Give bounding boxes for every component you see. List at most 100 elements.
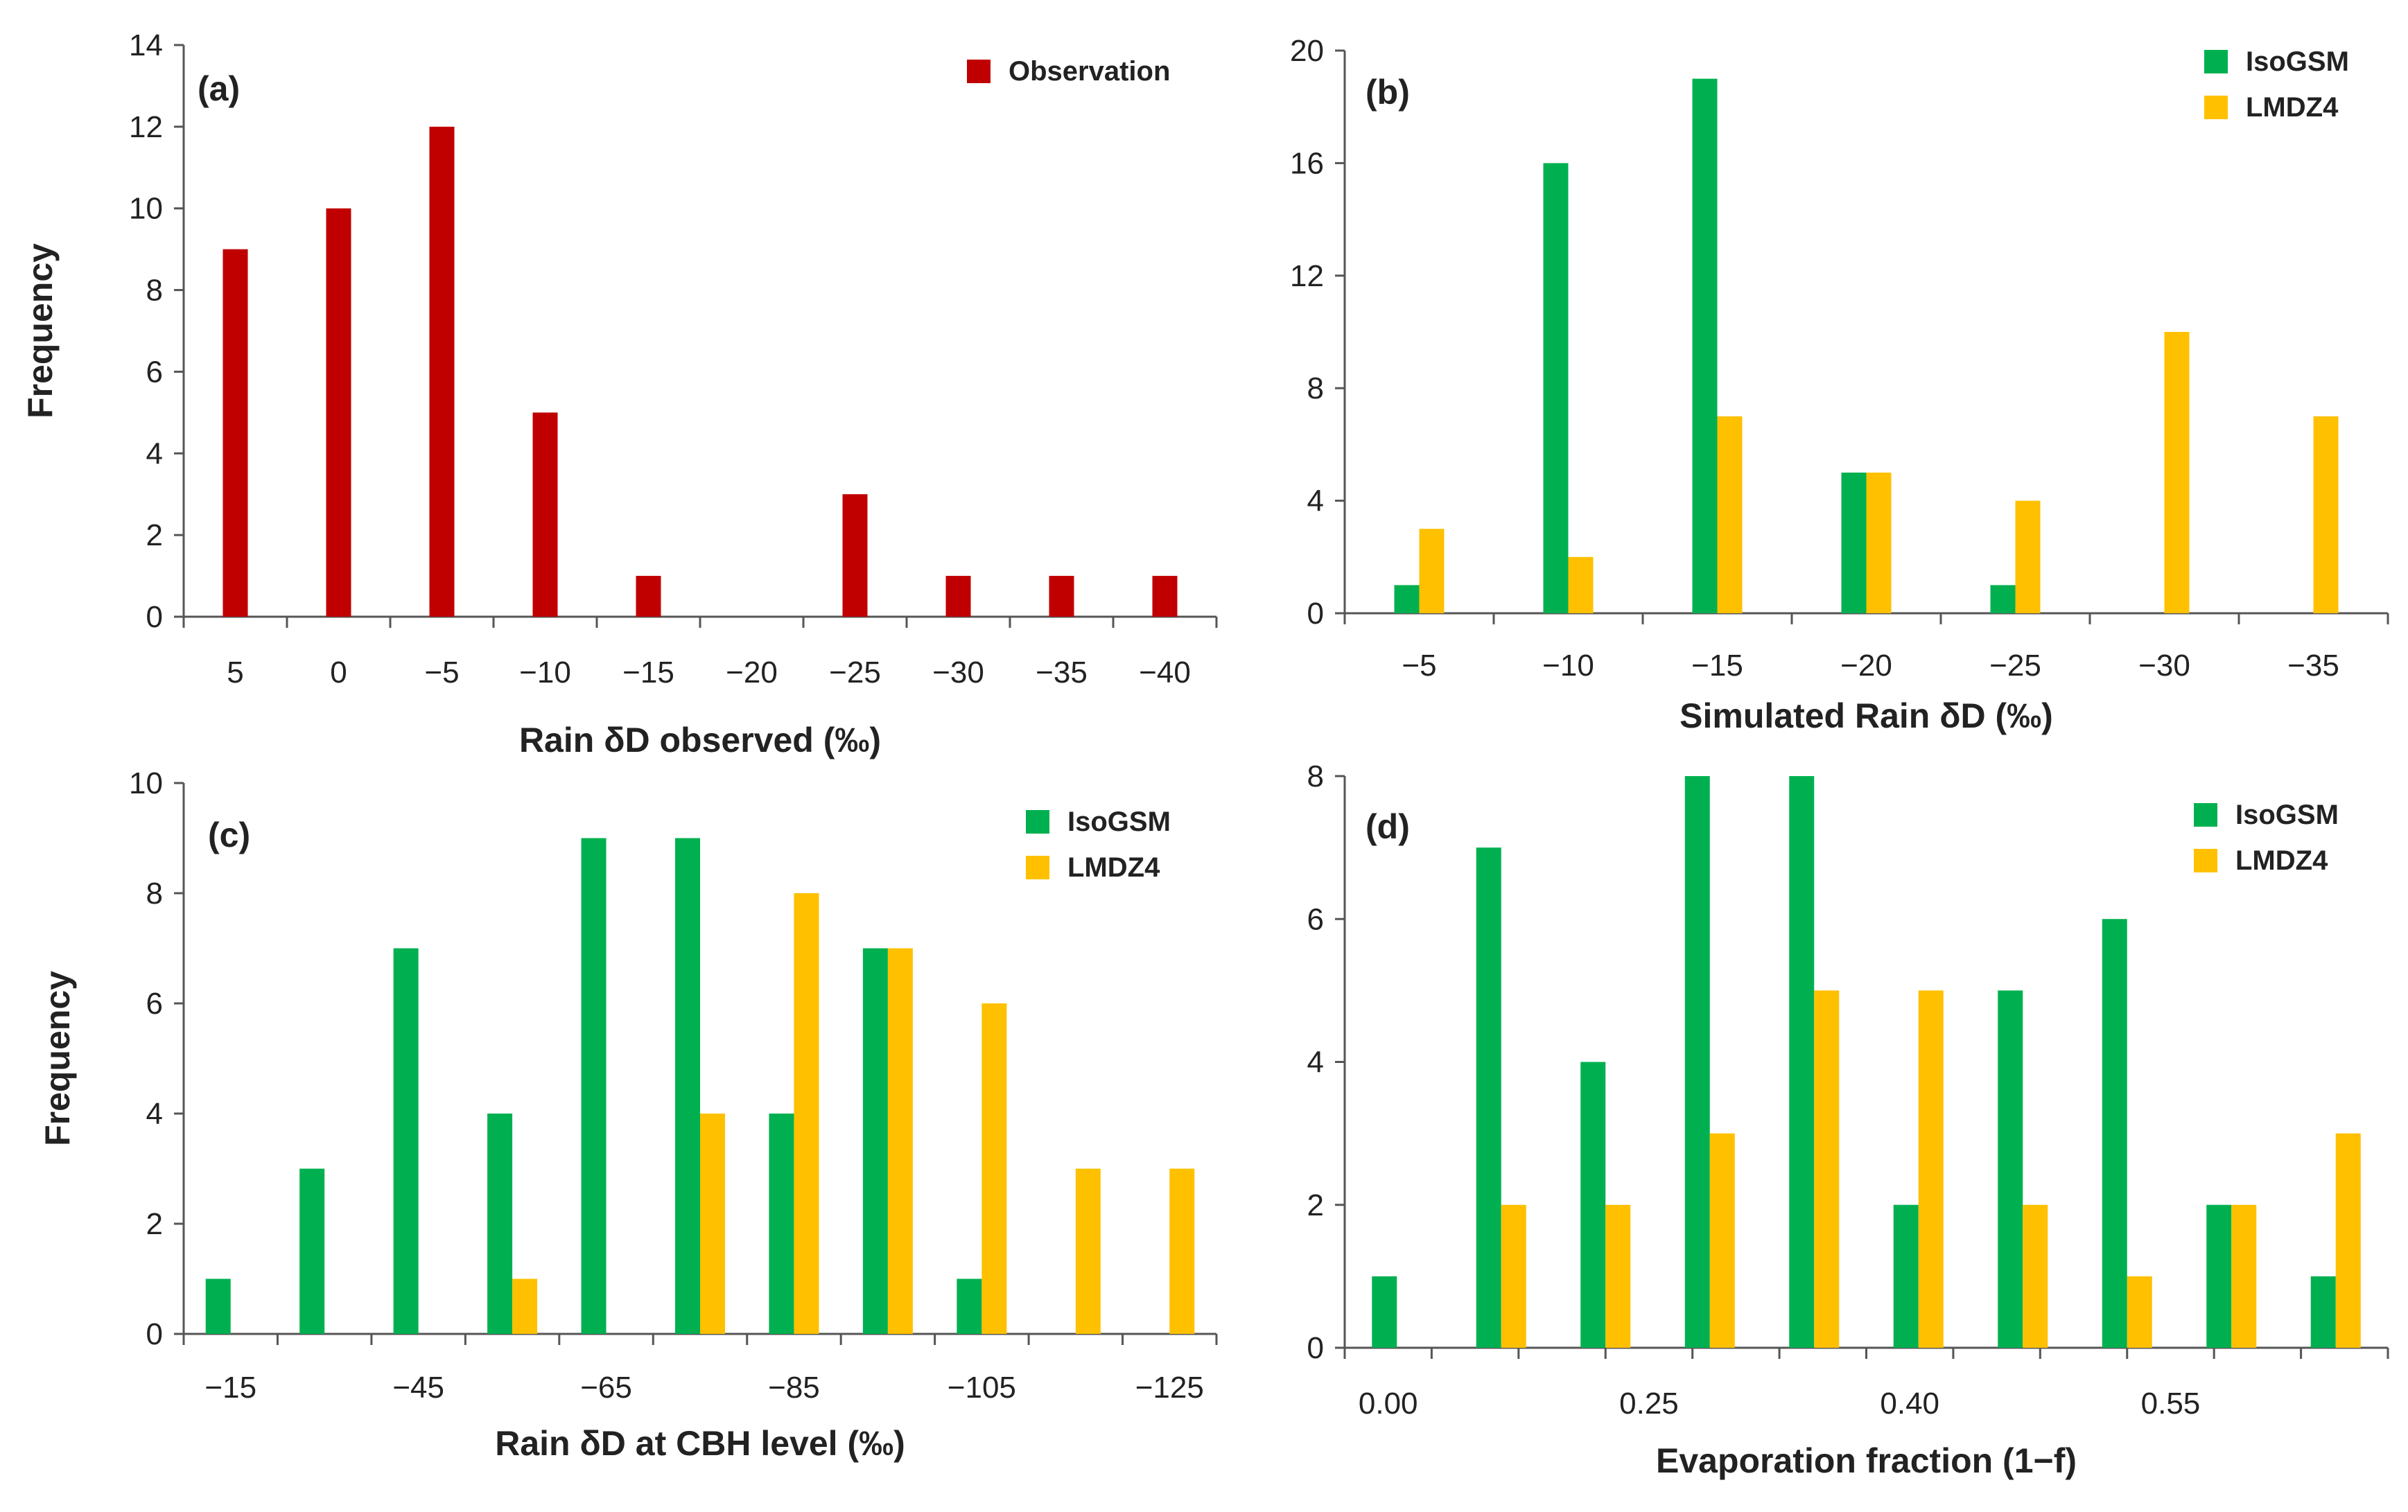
bar-isogsm xyxy=(487,1114,513,1334)
legend-label-lmdz4: LMDZ4 xyxy=(2246,92,2339,123)
bar-isogsm xyxy=(1543,163,1569,613)
x-tick-label: −25 xyxy=(829,656,881,689)
panel-label: (c) xyxy=(208,816,250,854)
bar-isogsm xyxy=(581,838,607,1334)
x-tick-label: 5 xyxy=(227,656,243,689)
bar-observation xyxy=(532,412,558,617)
bar-isogsm xyxy=(862,948,888,1334)
x-tick-label: 0.00 xyxy=(1359,1387,1418,1421)
x-tick-label: −40 xyxy=(1139,656,1191,689)
x-tick-label: −35 xyxy=(1036,656,1088,689)
bar-isogsm xyxy=(1990,585,2016,613)
y-tick-label: 2 xyxy=(146,518,163,552)
bar-lmdz4 xyxy=(1501,1204,1526,1348)
x-tick-label: −10 xyxy=(519,656,571,689)
legend-label-isogsm: IsoGSM xyxy=(2246,46,2349,77)
bar-lmdz4 xyxy=(1709,1133,1735,1348)
x-tick-label: −15 xyxy=(622,656,674,689)
y-tick-label: 16 xyxy=(1290,146,1324,180)
bar-lmdz4 xyxy=(2164,332,2190,613)
x-tick-label: −15 xyxy=(204,1371,256,1405)
legend-label-lmdz4: LMDZ4 xyxy=(2235,845,2328,876)
x-tick-label: −35 xyxy=(2287,649,2339,683)
y-tick-label: 4 xyxy=(146,1097,163,1131)
x-tick-label: −10 xyxy=(1542,649,1594,683)
y-tick-label: 12 xyxy=(1290,259,1324,293)
legend-swatch-lmdz4 xyxy=(2194,849,2217,872)
bar-isogsm xyxy=(1789,776,1815,1348)
bar-lmdz4 xyxy=(1568,556,1594,613)
x-tick-label: −20 xyxy=(726,656,778,689)
x-tick-label: 0.40 xyxy=(1880,1387,1939,1421)
y-tick-label: 6 xyxy=(1307,902,1324,936)
x-tick-label: −15 xyxy=(1691,649,1743,683)
x-tick-label: 0.25 xyxy=(1619,1387,1679,1421)
panel-c: 0 2 4 6 8 10 −15 −45 −65 −85 −105 −125 Rain δD at CB… xyxy=(38,766,1218,1463)
y-tick-label: 0 xyxy=(1307,597,1324,631)
y-axis-title: Frequency xyxy=(21,243,60,419)
bar-observation xyxy=(326,208,351,617)
bar-isogsm xyxy=(1841,473,1867,613)
bar-isogsm xyxy=(1394,585,1420,613)
bar-observation xyxy=(223,249,248,617)
legend-swatch-observation xyxy=(967,60,991,83)
bar-lmdz4 xyxy=(700,1114,725,1334)
y-tick-label: 8 xyxy=(1307,759,1324,793)
y-tick-label: 14 xyxy=(129,28,163,62)
y-tick-label: 0 xyxy=(1307,1331,1324,1365)
x-tick-label: 0.55 xyxy=(2141,1387,2201,1421)
x-axis-title: Rain δD at CBH level (‰) xyxy=(495,1424,905,1463)
panel-d: 0 2 4 6 8 0.00 0.25 0.40 0.55 Evaporation fractio… xyxy=(1307,759,2389,1480)
bar-observation xyxy=(1049,576,1074,617)
bar-lmdz4 xyxy=(1814,990,1840,1348)
bar-isogsm xyxy=(1580,1062,1606,1348)
bar-isogsm xyxy=(1692,78,1718,614)
panel-b: 0 4 8 12 16 20 −5 −10 −15 −20 −25 −30 −35 Simulated R… xyxy=(1290,34,2389,735)
x-axis-title: Evaporation fraction (1−f) xyxy=(1656,1441,2077,1480)
bar-isogsm xyxy=(1476,847,1501,1348)
legend-swatch-isogsm xyxy=(2194,803,2217,827)
bar-observation xyxy=(945,576,971,617)
bar-lmdz4 xyxy=(512,1278,538,1334)
bar-lmdz4 xyxy=(2231,1204,2257,1348)
x-tick-label: −30 xyxy=(2138,649,2190,683)
bar-lmdz4 xyxy=(1605,1204,1631,1348)
y-tick-label: 4 xyxy=(1307,1046,1324,1080)
x-tick-label: −20 xyxy=(1840,649,1892,683)
bar-lmdz4 xyxy=(1169,1168,1195,1334)
panel-label: (b) xyxy=(1366,73,1410,112)
bar-isogsm xyxy=(769,1114,794,1334)
bar-lmdz4 xyxy=(1918,990,1944,1348)
legend-swatch-isogsm xyxy=(1026,810,1049,834)
bar-lmdz4 xyxy=(2023,1204,2048,1348)
bar-isogsm xyxy=(1372,1276,1397,1348)
x-tick-label: 0 xyxy=(330,656,347,689)
y-tick-label: 0 xyxy=(146,600,163,634)
x-tick-label: −45 xyxy=(392,1371,444,1405)
y-tick-label: 2 xyxy=(1307,1188,1324,1222)
y-tick-label: 8 xyxy=(146,877,163,911)
y-tick-label: 6 xyxy=(146,355,163,389)
panel-label: (a) xyxy=(198,69,240,108)
y-tick-label: 4 xyxy=(1307,484,1324,518)
y-tick-label: 8 xyxy=(146,274,163,308)
bar-observation xyxy=(842,494,868,617)
x-tick-label: −125 xyxy=(1135,1371,1204,1405)
bar-lmdz4 xyxy=(887,948,913,1334)
legend-label-isogsm: IsoGSM xyxy=(2235,800,2339,830)
x-axis-title: Rain δD observed (‰) xyxy=(519,721,881,759)
bar-lmdz4 xyxy=(2015,500,2041,613)
y-tick-label: 0 xyxy=(146,1317,163,1351)
bar-lmdz4 xyxy=(2335,1133,2361,1348)
bar-isogsm xyxy=(299,1168,325,1334)
bar-lmdz4 xyxy=(2313,416,2339,613)
bar-lmdz4 xyxy=(1866,473,1892,613)
bar-lmdz4 xyxy=(794,893,819,1334)
x-tick-label: −5 xyxy=(424,656,459,689)
bar-lmdz4 xyxy=(1419,529,1445,613)
bar-lmdz4 xyxy=(1075,1168,1101,1334)
y-tick-label: 10 xyxy=(129,192,163,226)
y-tick-label: 8 xyxy=(1307,371,1324,405)
y-tick-label: 20 xyxy=(1290,34,1324,68)
bar-isogsm xyxy=(957,1278,982,1334)
